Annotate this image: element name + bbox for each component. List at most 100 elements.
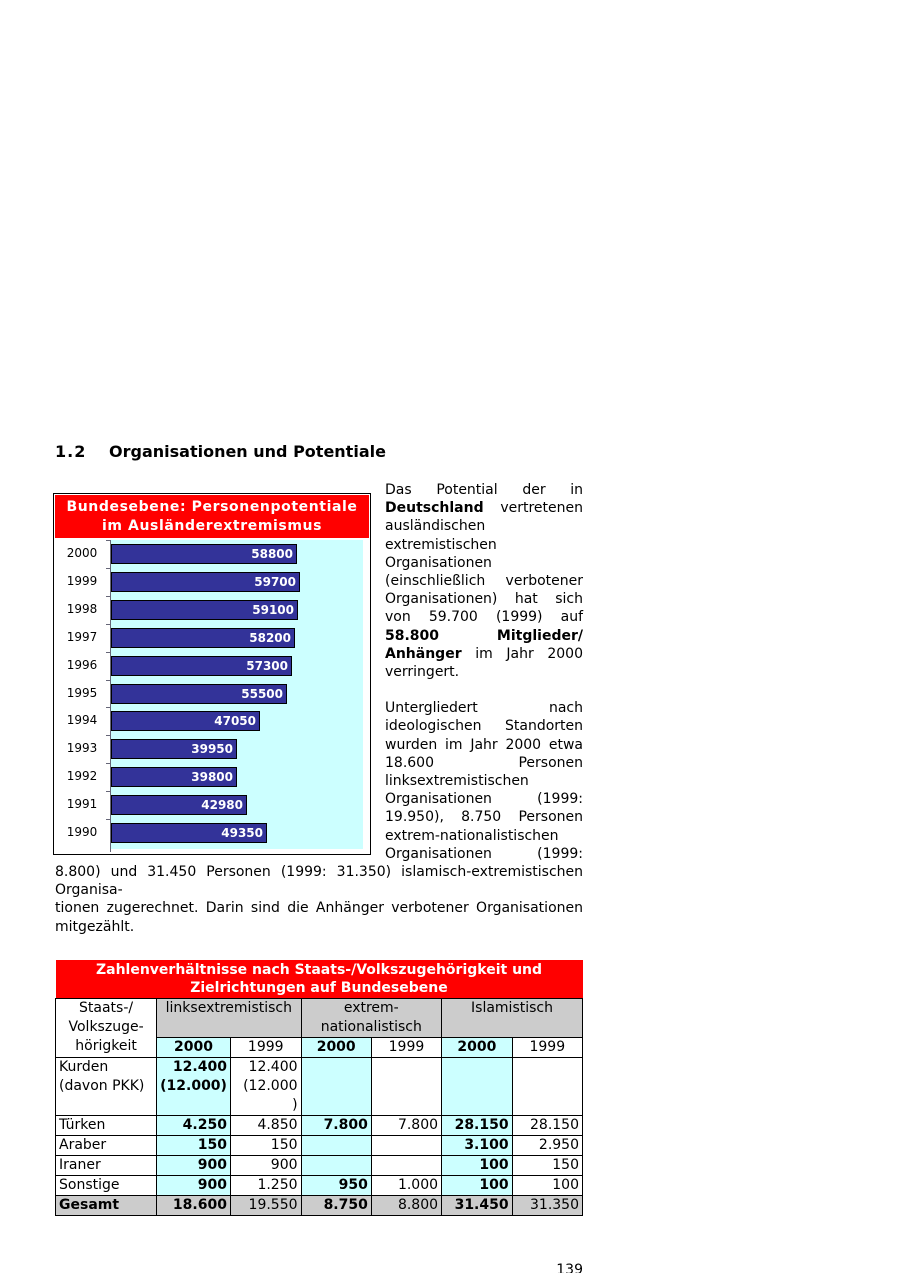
axis-tick: [106, 791, 110, 793]
category-label: 1991: [66, 797, 98, 812]
body-flow: Das Potential der in Deutschland vertret…: [54, 481, 584, 1273]
data-label: 47050: [214, 714, 256, 729]
group-header: linksextremistisch: [156, 997, 302, 1038]
data-label: 58200: [249, 630, 291, 645]
chart-title-line: im Ausländerextremismus: [101, 518, 323, 534]
table-cell: 31.350: [511, 1194, 584, 1216]
table-cell: 1.000: [370, 1174, 443, 1196]
table-cell: 2.950: [511, 1134, 584, 1156]
table-cell: 12.400 (12.000 ): [229, 1056, 302, 1116]
data-label: 59700: [254, 574, 296, 589]
row-label: Kurden (davon PKK): [54, 1056, 158, 1116]
category-label: 2000: [66, 546, 98, 560]
data-table: Zahlenverhältnisse nach Staats-/Volkszug…: [54, 959, 584, 1216]
row-label: Araber: [54, 1134, 158, 1156]
y-axis: [110, 540, 111, 852]
axis-tick: [106, 623, 110, 625]
table-title: Zahlenverhältnisse nach Staats-/Volkszug…: [55, 959, 583, 999]
bar: 47050: [111, 711, 260, 732]
table-cell: 3.100: [441, 1134, 513, 1156]
table-cell: 12.400 (12.000): [156, 1056, 231, 1116]
category-label: 1996: [66, 657, 98, 672]
category-label: 1992: [66, 769, 98, 784]
row-label: Gesamt: [54, 1194, 158, 1216]
section-number: 1.2: [55, 442, 87, 461]
text: im Jahr 2000 verringert.: [385, 645, 583, 681]
table-row: Kurden (davon PKK) 12.400 (12.000) 12.400 …: [54, 1056, 584, 1116]
table-cell: 19.550: [229, 1194, 302, 1216]
row-label: Iraner: [54, 1154, 158, 1176]
category-label: 1999: [66, 573, 98, 588]
table-row: Gesamt 18.600 19.550 8.750 8.800 31.450 31.350: [54, 1194, 584, 1216]
paragraph: Das Potential der in Deutschland vertret…: [55, 481, 583, 681]
axis-tick: [106, 595, 110, 597]
chart-title: Bundesebene: Personenpotentiale im Auslän…: [55, 495, 369, 538]
axis-tick: [106, 540, 110, 541]
table-cell: 7.800: [370, 1114, 443, 1136]
data-label: 58800: [251, 547, 293, 561]
bar: 55500: [111, 683, 287, 704]
axis-tick: [106, 819, 110, 820]
bar: 49350: [111, 823, 267, 843]
table-row: Türken 4.250 4.850 7.800 7.800 28.150 28.150: [54, 1114, 584, 1136]
group-header: extrem-nationalistisch: [300, 997, 443, 1038]
year-header: 1999: [370, 1036, 443, 1058]
axis-tick: [106, 707, 110, 709]
table-cell: 1.250: [229, 1174, 302, 1196]
table-cell: [511, 1056, 584, 1116]
table-cell: [441, 1056, 513, 1116]
year-header: 2000: [441, 1036, 513, 1058]
data-label: 39800: [191, 770, 233, 785]
table-row: Sonstige 900 1.250 950 1.000 100 100: [54, 1174, 584, 1196]
data-label: 49350: [221, 826, 263, 840]
data-label: 59100: [252, 602, 294, 617]
section-heading: 1.2 Organisationen und Potentiale: [55, 442, 386, 461]
page-number: 139: [556, 1261, 583, 1273]
category-label: 1997: [66, 629, 98, 644]
bar: 57300: [111, 655, 292, 676]
table-cell: [300, 1134, 372, 1156]
table-cell: 4.250: [156, 1114, 231, 1136]
year-header: 1999: [511, 1036, 584, 1058]
table-cell: [370, 1056, 443, 1116]
data-label: 42980: [201, 798, 243, 813]
table-cell: 8.800: [370, 1194, 443, 1216]
axis-tick: [106, 763, 110, 765]
table-cell: [300, 1056, 372, 1116]
year-header: 2000: [156, 1036, 231, 1058]
table-cell: 150: [229, 1134, 302, 1156]
axis-tick: [106, 651, 110, 653]
bar: 42980: [111, 795, 247, 816]
category-label: 1993: [66, 741, 98, 756]
corner-header: Staats-/ Volkszuge-hörigkeit: [54, 997, 158, 1058]
table-cell: 900: [156, 1154, 231, 1176]
table-cell: 28.150: [511, 1114, 584, 1136]
table-cell: 7.800: [300, 1114, 372, 1136]
category-label: 1994: [66, 713, 98, 728]
year-header: 1999: [229, 1036, 302, 1058]
table-cell: 950: [300, 1174, 372, 1196]
table-cell: 100: [441, 1154, 513, 1176]
data-label: 55500: [241, 686, 283, 701]
bar: 58200: [111, 627, 295, 648]
bar: 39800: [111, 767, 237, 788]
table-row: Araber 150 150 3.100 2.950: [54, 1134, 584, 1156]
table-cell: 900: [156, 1174, 231, 1196]
data-label: 39950: [191, 742, 233, 757]
table-cell: 18.600: [156, 1194, 231, 1216]
year-header: 2000: [300, 1036, 372, 1058]
table-cell: 900: [229, 1154, 302, 1176]
row-label: Sonstige: [54, 1174, 158, 1196]
paragraph-continuation: tionen zugerechnet. Darin sind die Anhän…: [55, 900, 583, 935]
group-header: Islamistisch: [441, 997, 583, 1038]
category-label: 1998: [66, 601, 98, 616]
table-cell: [370, 1134, 443, 1156]
table-row: Iraner 900 900 100 150: [54, 1154, 584, 1176]
bar: 59700: [111, 571, 300, 592]
text: vertretenen ausländischen extremistische…: [385, 500, 583, 626]
axis-tick: [106, 679, 110, 681]
category-label: 1995: [66, 685, 98, 700]
table-cell: [370, 1154, 443, 1176]
table-cell: [300, 1154, 372, 1176]
paragraph: Untergliedert nach ideologischen Standor…: [55, 700, 583, 899]
